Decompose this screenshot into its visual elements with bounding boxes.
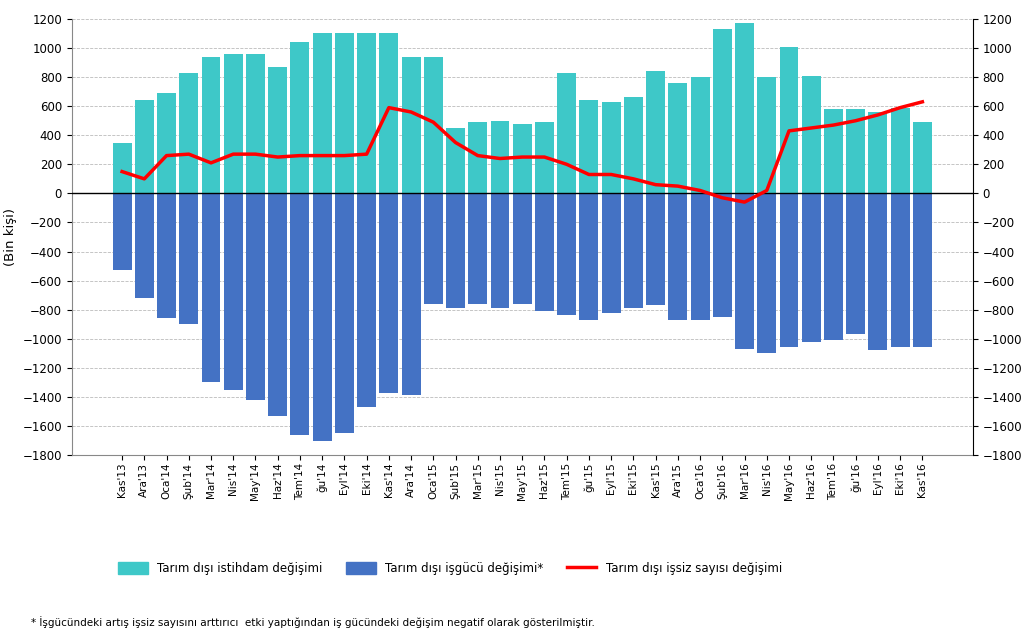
Bar <box>513 124 531 193</box>
Bar <box>113 193 131 270</box>
Bar <box>490 121 510 193</box>
Bar <box>713 193 732 317</box>
Bar <box>779 193 799 348</box>
Bar <box>557 193 577 315</box>
Bar <box>312 193 332 441</box>
Bar <box>446 128 465 193</box>
Bar <box>846 109 865 193</box>
Bar <box>868 112 888 193</box>
Bar <box>335 33 354 193</box>
Bar <box>446 193 465 308</box>
Bar <box>802 193 820 342</box>
Bar <box>179 193 199 324</box>
Bar <box>669 193 687 320</box>
Bar <box>291 193 309 435</box>
Bar <box>735 193 754 349</box>
Bar <box>202 193 220 382</box>
Bar <box>779 47 799 193</box>
Bar <box>602 193 621 313</box>
Bar <box>602 102 621 193</box>
Bar <box>913 193 932 348</box>
Bar <box>291 42 309 193</box>
Bar <box>312 33 332 193</box>
Bar <box>135 193 154 298</box>
Bar <box>401 193 421 396</box>
Bar <box>157 193 176 319</box>
Bar <box>624 193 643 308</box>
Bar <box>758 77 776 193</box>
Bar <box>913 122 932 193</box>
Bar <box>580 100 598 193</box>
Bar <box>357 33 376 193</box>
Bar <box>157 93 176 193</box>
Bar <box>246 193 265 400</box>
Bar <box>335 193 354 434</box>
Y-axis label: (Bin kişi): (Bin kişi) <box>4 208 16 266</box>
Bar <box>580 193 598 320</box>
Bar <box>268 193 287 416</box>
Bar <box>624 97 643 193</box>
Bar <box>513 193 531 304</box>
Bar <box>669 83 687 193</box>
Bar <box>268 67 287 193</box>
Bar <box>891 193 909 348</box>
Text: * İşgücündeki artış işsiz sayısını arttırıcı  etki yaptığından iş gücündeki deği: * İşgücündeki artış işsiz sayısını arttı… <box>31 616 595 628</box>
Bar <box>113 143 131 193</box>
Bar <box>735 23 754 193</box>
Bar <box>713 29 732 193</box>
Bar <box>646 71 665 193</box>
Bar <box>490 193 510 308</box>
Bar <box>824 193 843 340</box>
Bar <box>557 73 577 193</box>
Bar <box>246 54 265 193</box>
Bar <box>535 193 554 311</box>
Bar <box>202 57 220 193</box>
Bar <box>424 57 442 193</box>
Bar <box>646 193 665 305</box>
Bar <box>357 193 376 407</box>
Bar <box>380 33 398 193</box>
Bar <box>380 193 398 392</box>
Bar <box>224 193 243 389</box>
Bar <box>846 193 865 334</box>
Bar <box>802 76 820 193</box>
Bar <box>401 57 421 193</box>
Bar <box>824 109 843 193</box>
Bar <box>690 77 710 193</box>
Bar <box>758 193 776 353</box>
Bar <box>868 193 888 350</box>
Bar <box>224 54 243 193</box>
Bar <box>891 107 909 193</box>
Bar <box>468 193 487 304</box>
Bar <box>424 193 442 304</box>
Bar <box>690 193 710 320</box>
Bar <box>535 122 554 193</box>
Legend: Tarım dışı istihdam değişimi, Tarım dışı işgücü değişimi*, Tarım dışı işsiz sayı: Tarım dışı istihdam değişimi, Tarım dışı… <box>114 557 786 580</box>
Bar <box>135 100 154 193</box>
Bar <box>179 73 199 193</box>
Bar <box>468 122 487 193</box>
